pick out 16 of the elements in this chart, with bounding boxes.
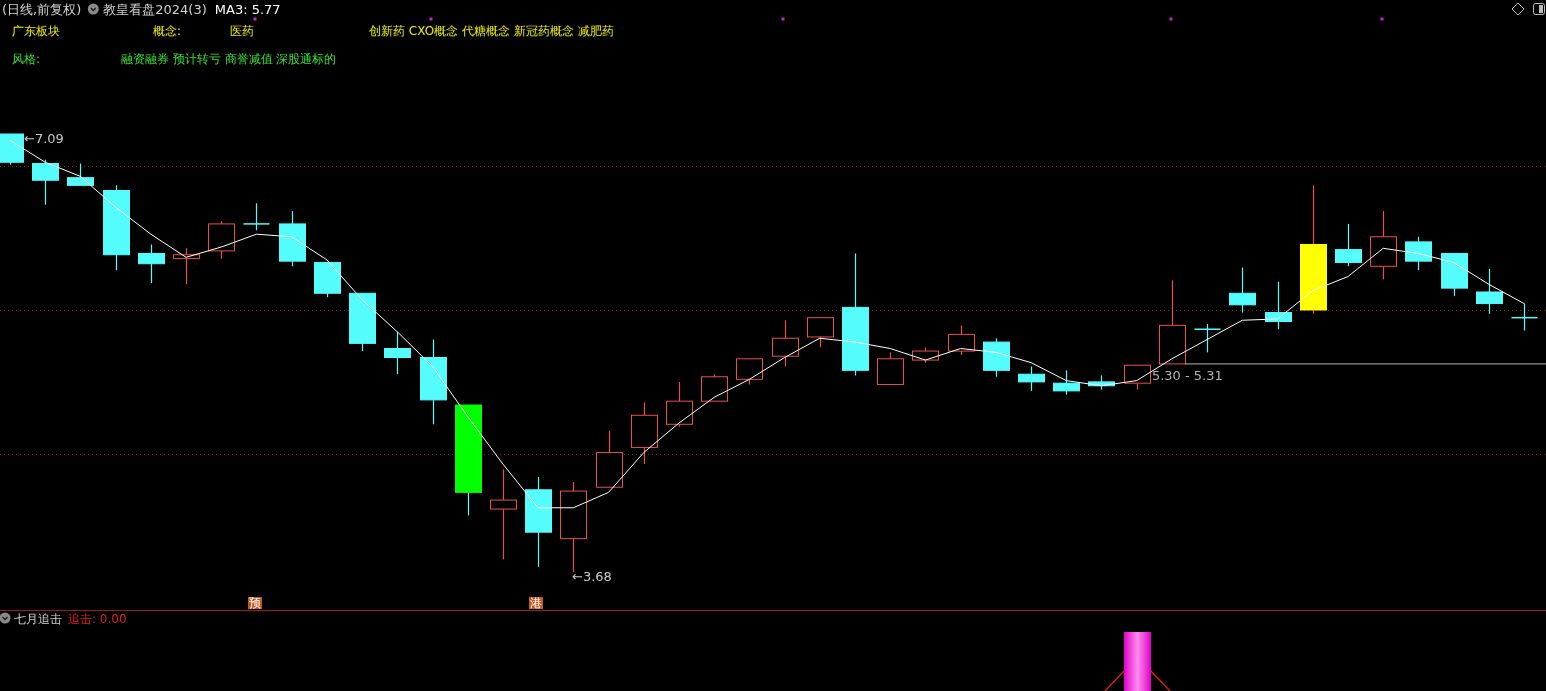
text: 医药 xyxy=(230,24,254,38)
chart-title: (日线,前复权) xyxy=(2,2,82,17)
text: MA3: 5.77 xyxy=(214,2,281,17)
text: 融资融券 预计转亏 商誉减值 深股通标的 xyxy=(121,52,337,66)
chart-subtitle: 教皇看盘2024(3) xyxy=(103,2,207,17)
text: 港 xyxy=(530,596,542,610)
text: 预 xyxy=(249,596,261,610)
annotation: ←7.09 xyxy=(24,131,64,146)
text: 追击: 0.00 xyxy=(68,612,127,626)
annotation: ←3.68 xyxy=(572,569,612,584)
ref-line-label: 5.30 - 5.31 xyxy=(1151,367,1223,383)
text: 广东板块 xyxy=(12,24,60,38)
text: 概念: xyxy=(153,24,182,38)
text: 风格: xyxy=(12,52,41,66)
text: 创新药 CXO概念 代糖概念 新冠药概念 减肥药 xyxy=(369,24,614,38)
text: 七月追击 xyxy=(14,612,62,626)
